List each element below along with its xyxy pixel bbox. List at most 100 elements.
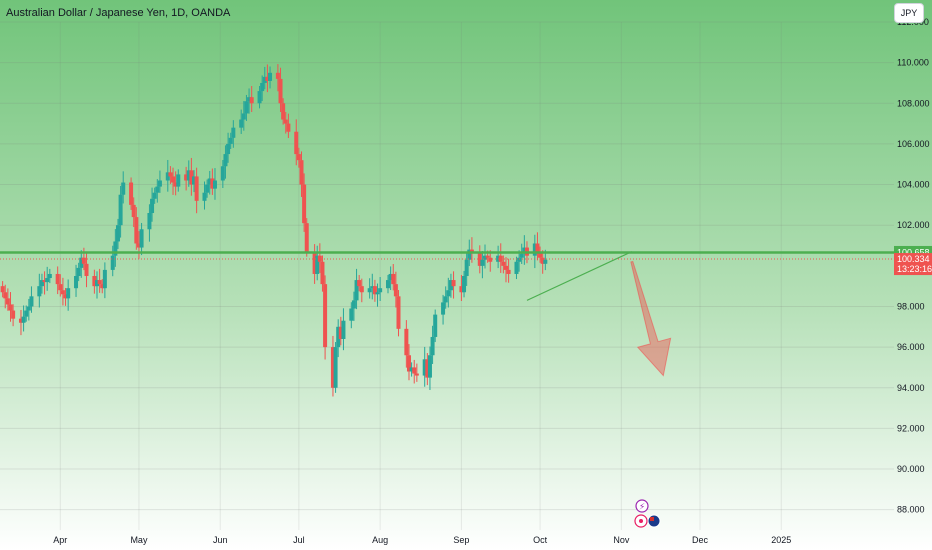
y-tick-label: 90.000	[897, 464, 925, 474]
candle-body	[257, 91, 262, 104]
candle-body	[378, 288, 383, 293]
y-tick-label: 88.000	[897, 505, 925, 515]
candle-body	[299, 160, 304, 185]
candle-body	[275, 72, 280, 79]
candle-body	[84, 263, 89, 276]
earnings-dot-icon	[639, 519, 643, 523]
candle-body	[372, 286, 377, 295]
support-price-text: 100.658	[897, 247, 930, 257]
candle-body	[150, 198, 155, 214]
candle-body	[538, 251, 543, 258]
candle-body	[296, 154, 301, 161]
candle-body	[176, 174, 181, 187]
bearish-arrow[interactable]	[630, 260, 672, 377]
candle-body	[168, 172, 173, 177]
candle-body	[414, 373, 419, 376]
candle-body	[443, 296, 448, 303]
candle-body	[433, 314, 438, 337]
candle-body	[58, 284, 63, 291]
candle-body	[192, 176, 197, 185]
candle-body	[404, 328, 409, 356]
candle-body	[18, 318, 23, 323]
candle-body	[63, 294, 68, 299]
candle-body	[194, 176, 199, 201]
drawings	[0, 251, 894, 377]
candle-body	[330, 347, 335, 388]
candle-body	[283, 119, 288, 124]
candle-body	[375, 292, 380, 295]
candle-body	[45, 278, 50, 283]
candle-body	[113, 241, 118, 256]
dividend-event-icon[interactable]	[635, 499, 649, 513]
candle-body	[268, 72, 273, 81]
candle-body	[241, 113, 246, 120]
candle-body	[351, 300, 356, 309]
candle-body	[212, 180, 217, 189]
candle-body	[265, 76, 270, 81]
candle-body	[100, 284, 105, 289]
candle-body	[317, 255, 322, 262]
candle-body	[74, 276, 79, 289]
candle-body	[226, 143, 231, 155]
candle-body	[223, 154, 228, 167]
candle-body	[312, 251, 317, 274]
candle-body	[286, 123, 291, 132]
candle-body	[354, 280, 359, 301]
candle-body	[278, 78, 283, 104]
candle-body	[247, 97, 252, 102]
time-axis[interactable]: Apr May Jun Jul Aug Sep Oct Nov Dec 2025	[53, 535, 791, 545]
y-tick-label: 108.000	[897, 98, 930, 108]
candle-body	[147, 213, 152, 230]
candle-body	[42, 280, 47, 283]
candle-body	[157, 180, 162, 187]
candle-body	[349, 308, 354, 321]
price-axis[interactable]: 88.000 90.000 92.000 94.000 96.000 98.000 102.…	[894, 17, 932, 515]
candle-body	[228, 137, 233, 144]
candle-body	[47, 273, 52, 279]
currency-button[interactable]: JPY	[894, 3, 924, 23]
candle-body	[388, 273, 393, 281]
candle-body	[386, 280, 391, 289]
flag-canton-icon	[650, 517, 654, 521]
candle-body	[76, 267, 81, 276]
x-tick-label: Jul	[293, 535, 305, 545]
grid-lines	[0, 21, 894, 530]
candle-body	[8, 304, 13, 311]
y-tick-label: 106.000	[897, 139, 930, 149]
candle-body	[462, 276, 467, 293]
x-tick-label: May	[130, 535, 148, 545]
candle-body	[338, 326, 343, 339]
candle-body	[485, 255, 490, 258]
candle-body	[503, 265, 508, 270]
candle-body	[467, 249, 472, 260]
candle-body	[412, 367, 417, 374]
candle-body	[448, 280, 453, 291]
candle-body	[260, 82, 265, 92]
candle-body	[92, 276, 97, 287]
candle-body	[118, 194, 123, 226]
lightning-icon: ⚡	[639, 503, 645, 513]
candle-body	[173, 182, 178, 187]
candle-body	[131, 204, 136, 218]
x-tick-label: Dec	[692, 535, 709, 545]
candle-body	[29, 296, 34, 307]
candle-body	[95, 280, 100, 287]
candle-body	[341, 320, 346, 339]
candle-body	[129, 182, 134, 205]
trend-line[interactable]	[526, 251, 633, 301]
x-tick-label: Nov	[613, 535, 630, 545]
candle-body	[367, 288, 372, 293]
candle-body	[189, 170, 194, 185]
candle-body	[459, 286, 464, 293]
candle-body	[21, 316, 26, 323]
candle-body	[39, 280, 44, 287]
candle-body	[406, 355, 411, 372]
candle-body	[121, 182, 126, 195]
event-markers: ⚡	[634, 499, 661, 528]
candle-body	[11, 310, 16, 319]
candle-body	[5, 298, 10, 305]
candle-body	[333, 347, 338, 388]
current-price-text: 100.334	[897, 254, 930, 264]
